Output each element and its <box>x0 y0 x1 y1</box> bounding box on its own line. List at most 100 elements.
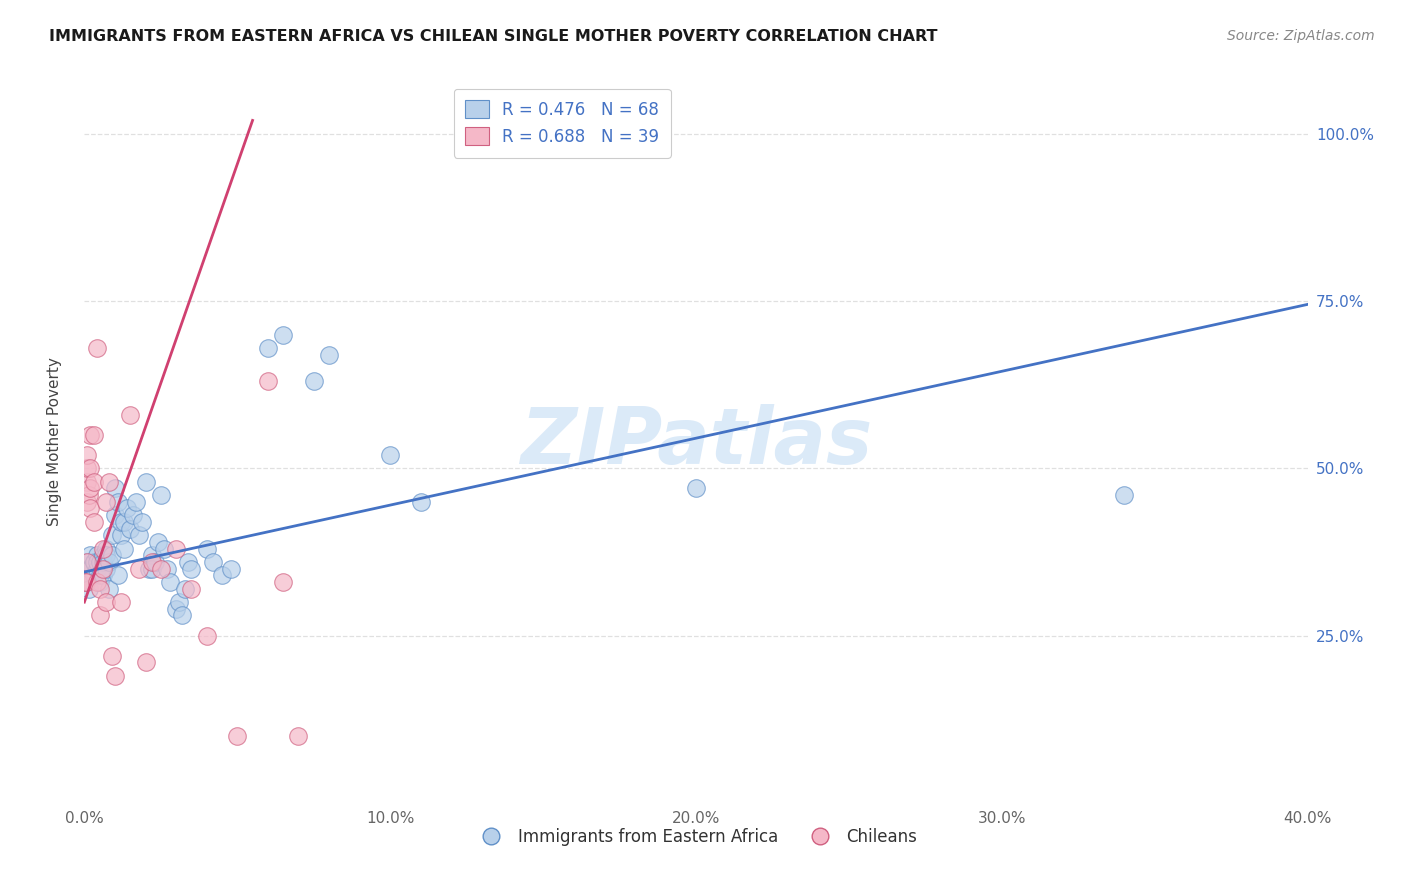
Point <box>89 568 111 582</box>
Point <box>79 461 101 475</box>
Point <box>86 575 108 590</box>
Point <box>89 582 111 596</box>
Point <box>101 548 124 563</box>
Text: Source: ZipAtlas.com: Source: ZipAtlas.com <box>1227 29 1375 43</box>
Point <box>149 562 172 576</box>
Point <box>257 341 280 355</box>
Point <box>287 729 309 743</box>
Point <box>177 555 200 569</box>
Point <box>380 448 402 462</box>
Point <box>104 669 127 683</box>
Point <box>143 555 166 569</box>
Point <box>167 595 190 609</box>
Point <box>97 555 120 569</box>
Point <box>257 375 280 389</box>
Point <box>138 562 160 576</box>
Point <box>79 562 101 576</box>
Point <box>104 508 127 523</box>
Point <box>76 448 98 462</box>
Point <box>146 534 169 549</box>
Point <box>1114 488 1136 502</box>
Point <box>83 555 105 569</box>
Point <box>180 562 202 576</box>
Point <box>271 575 294 590</box>
Point <box>115 501 138 516</box>
Point <box>149 488 172 502</box>
Point <box>89 608 111 623</box>
Point <box>75 575 97 590</box>
Point <box>172 608 194 623</box>
Point <box>180 582 202 596</box>
Point <box>94 562 117 576</box>
Point <box>83 475 105 489</box>
Point <box>94 541 117 556</box>
Point <box>76 575 98 590</box>
Point <box>89 555 111 569</box>
Point <box>86 341 108 355</box>
Point <box>76 461 98 475</box>
Point <box>110 515 132 529</box>
Point <box>135 655 157 669</box>
Point <box>120 521 142 535</box>
Point <box>318 348 340 362</box>
Point <box>120 408 142 422</box>
Point <box>86 548 108 563</box>
Point <box>75 575 97 590</box>
Text: IMMIGRANTS FROM EASTERN AFRICA VS CHILEAN SINGLE MOTHER POVERTY CORRELATION CHAR: IMMIGRANTS FROM EASTERN AFRICA VS CHILEA… <box>49 29 938 44</box>
Point <box>86 555 108 569</box>
Point <box>159 575 181 590</box>
Point <box>107 494 129 508</box>
Point <box>122 508 145 523</box>
Point <box>79 427 101 442</box>
Point <box>79 501 101 516</box>
Point <box>94 595 117 609</box>
Point <box>110 595 132 609</box>
Point <box>271 327 294 342</box>
Point <box>77 582 100 596</box>
Text: ZIPatlas: ZIPatlas <box>520 403 872 480</box>
Point <box>141 562 163 576</box>
Point <box>79 548 101 563</box>
Point <box>83 555 105 569</box>
Point <box>156 562 179 576</box>
Point <box>79 482 101 496</box>
Point <box>79 562 101 576</box>
Point <box>174 582 197 596</box>
Point <box>131 515 153 529</box>
Point <box>97 582 120 596</box>
Point <box>165 602 187 616</box>
Point <box>107 568 129 582</box>
Point <box>112 541 135 556</box>
Point <box>110 528 132 542</box>
Point <box>226 729 249 743</box>
Y-axis label: Single Mother Poverty: Single Mother Poverty <box>48 357 62 526</box>
Point <box>94 548 117 563</box>
Point <box>165 541 187 556</box>
Point <box>153 541 176 556</box>
Point <box>195 541 218 556</box>
Point <box>83 427 105 442</box>
Point <box>211 568 233 582</box>
Point <box>76 555 98 569</box>
Point <box>141 555 163 569</box>
Point <box>91 562 114 576</box>
Point <box>219 562 242 576</box>
Point <box>201 555 224 569</box>
Point <box>75 575 97 590</box>
Point <box>91 541 114 556</box>
Point <box>409 494 432 508</box>
Point <box>128 528 150 542</box>
Point <box>685 482 707 496</box>
Point <box>101 648 124 663</box>
Point <box>195 628 218 642</box>
Point <box>97 475 120 489</box>
Point <box>77 488 100 502</box>
Point <box>91 568 114 582</box>
Point <box>104 482 127 496</box>
Point <box>86 562 108 576</box>
Point <box>76 475 98 489</box>
Point <box>76 494 98 508</box>
Point <box>83 568 105 582</box>
Point <box>76 555 98 569</box>
Point <box>91 548 114 563</box>
